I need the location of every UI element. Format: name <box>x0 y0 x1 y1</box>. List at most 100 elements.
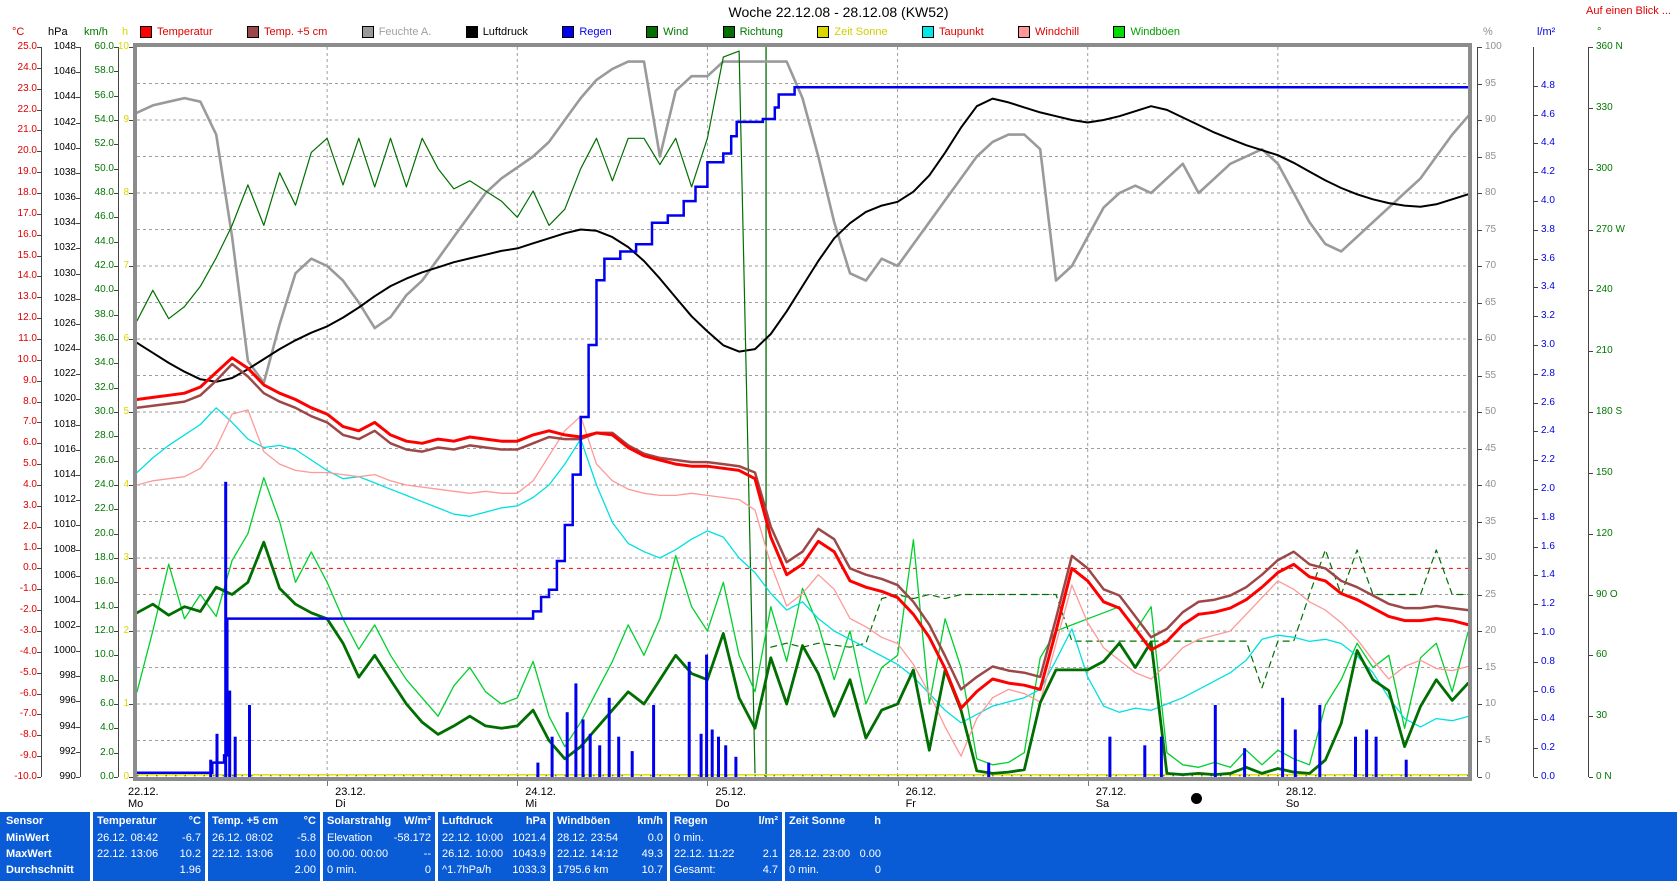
axis-tick-label: 55 <box>1485 369 1497 381</box>
axis-tick-label: 32.0 <box>94 381 114 393</box>
axis-tick-label: 46.0 <box>94 211 114 223</box>
legend-color-swatch <box>646 26 659 38</box>
axis-tick-mark <box>1478 266 1482 267</box>
table-cell-max-value: 2.1 <box>762 848 778 860</box>
axis-tick-mark <box>76 147 80 149</box>
axis-tick-mark <box>1534 777 1538 778</box>
axis-tick-mark <box>37 443 41 445</box>
axis-tick-mark <box>1478 777 1482 778</box>
axis-tick-label: 38.0 <box>94 308 114 320</box>
table-cell-min-label: 28.12. 23:54 <box>557 832 619 844</box>
axis-tick-label: 2.2 <box>1541 454 1555 466</box>
axis-tick-label: 54.0 <box>94 114 114 125</box>
axis-tick-label: 5.0 <box>23 458 37 470</box>
legend-color-swatch <box>1018 26 1031 38</box>
axis-tick-mark <box>1478 448 1482 450</box>
axis-tick-mark <box>1534 85 1538 87</box>
series-windchill <box>137 409 1468 757</box>
axis-tick-mark <box>76 625 80 627</box>
axis-tick-mark <box>129 120 133 121</box>
axis-tick-mark <box>1478 156 1482 158</box>
axis-tick-label: 1.0 <box>1541 627 1555 639</box>
axis-tick-label: 9.0 <box>23 374 37 386</box>
x-axis-label: 24.12. Mi <box>525 786 556 810</box>
moon-phase-icon <box>1191 793 1202 804</box>
axis-tick-label: 1 <box>123 698 129 709</box>
axis-tick-mark <box>1589 716 1593 718</box>
legend-item-windchill: Windchill <box>1018 26 1079 38</box>
axis-tick-mark <box>76 701 80 703</box>
axis-tick-label: 1.0 <box>23 541 37 553</box>
axis-tick-mark <box>37 464 41 466</box>
axis-tick-mark <box>114 193 118 194</box>
axis-tick-mark <box>114 314 118 316</box>
axis-tick-mark <box>37 651 41 653</box>
legend-item-taupunkt: Taupunkt <box>922 26 984 38</box>
axis-tick-label: 4.2 <box>1541 166 1555 178</box>
axis-tick-mark <box>37 339 41 340</box>
table-cell-avg-value: 0 <box>424 864 431 876</box>
plot-area[interactable] <box>137 47 1468 777</box>
table-cell-min-label: 22.12. 10:00 <box>442 832 504 844</box>
axis-tick-mark <box>1589 472 1593 474</box>
table-cell-avg-value: 1033.3 <box>512 864 546 876</box>
axis-tick-mark <box>37 172 41 174</box>
axis-tick-label: 1000 <box>53 645 76 657</box>
axis-tick-label: 0 N <box>1596 771 1612 782</box>
axis-tick-label: -4.0 <box>19 645 37 657</box>
axis-tick-label: 240 <box>1596 284 1613 296</box>
axis-tick-label: 1030 <box>53 267 76 279</box>
axis-tick-mark <box>1478 558 1482 559</box>
axis-tick-label: 0.6 <box>1541 684 1555 696</box>
table-cell-avg-value: 10.7 <box>641 864 663 876</box>
axis-tick-label: 990 <box>59 771 76 782</box>
axis-tick-mark <box>76 198 80 200</box>
legend-label: Temp. +5 cm <box>264 26 328 38</box>
axis-tick-label: 210 <box>1596 345 1613 357</box>
axis-tick-label: 300 <box>1596 162 1613 174</box>
table-cell-min-value: -6.7 <box>182 832 201 844</box>
axis-tick-mark <box>1534 287 1538 289</box>
axis-tick-label: 1.2 <box>1541 598 1555 610</box>
axis-tick-mark <box>1534 690 1538 692</box>
x-axis-label: 22.12. Mo <box>128 786 159 810</box>
table-cell-avg-label: 0 min. <box>327 864 357 876</box>
table-cell-max-value: 10.2 <box>179 848 201 860</box>
axis-tick-mark <box>1478 339 1482 340</box>
axis-tick-label: 26.0 <box>94 454 114 466</box>
table-column-sensor: Sensor MinWert MaxWert Durchschnitt <box>2 812 90 881</box>
axis-tick-label: 2.0 <box>1541 483 1555 495</box>
axis-tick-label: 56.0 <box>94 89 114 101</box>
axis-tick-label: 360 N <box>1596 41 1623 52</box>
axis-tick-label: -7.0 <box>19 708 37 720</box>
axis-tick-label: 1006 <box>53 569 76 581</box>
axis-tick-mark <box>114 71 118 73</box>
axis-tick-mark <box>114 95 118 97</box>
axis-tick-label: 11.0 <box>18 333 37 344</box>
axis-tick-label: 25.0 <box>17 41 37 52</box>
table-gap <box>435 812 438 881</box>
series-temperatur <box>137 356 1468 710</box>
legend-item-richtung: Richtung <box>722 26 783 38</box>
legend-label: Taupunkt <box>939 26 984 38</box>
series-temp-5-cm <box>137 362 1468 691</box>
axis-tick-mark <box>76 172 80 174</box>
axis-tick-label: 6 <box>123 333 129 344</box>
axis-tick-mark <box>114 290 118 292</box>
axis-tick-mark <box>114 777 118 778</box>
table-header-name: Temperatur <box>97 815 157 827</box>
overview-link[interactable]: Auf einen Blick ... <box>1586 5 1671 17</box>
legend-label: Windchill <box>1035 26 1080 38</box>
axis-tick-label: 15.0 <box>17 249 37 261</box>
table-cell-max-label: 22.12. 13:06 <box>97 848 159 860</box>
axis-tick-label: 1010 <box>53 519 76 531</box>
axis-tick-label: 0.8 <box>1541 655 1555 667</box>
axis-tick-mark <box>37 109 41 111</box>
axis-tick-label: 1028 <box>53 292 76 304</box>
axis-tick-label: 1004 <box>53 594 76 606</box>
axis-tick-mark <box>76 651 80 653</box>
legend-color-swatch <box>465 26 478 38</box>
legend-item-temperatur: Temperatur <box>140 26 213 38</box>
x-axis-label: 27.12. Sa <box>1095 786 1127 810</box>
x-axis-tick <box>1087 781 1089 786</box>
